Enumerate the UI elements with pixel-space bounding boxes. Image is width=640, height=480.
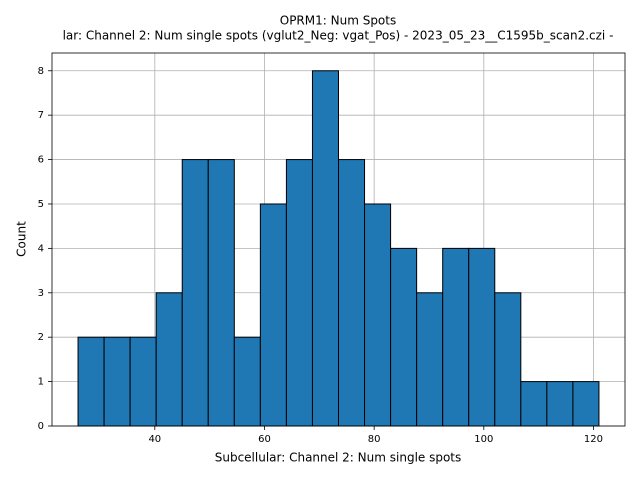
y-tick-label: 8 bbox=[38, 66, 44, 77]
ticks: 40 60 80 100 120 0 1 2 3 4 5 6 7 8 bbox=[38, 66, 603, 445]
bars bbox=[77, 70, 600, 427]
y-tick-label: 3 bbox=[38, 288, 44, 299]
y-tick-label: 1 bbox=[38, 377, 44, 388]
bar bbox=[468, 247, 496, 427]
y-tick-label: 2 bbox=[38, 332, 44, 343]
bar bbox=[311, 70, 340, 427]
bar bbox=[546, 381, 574, 427]
axes-frame bbox=[51, 52, 626, 427]
bar bbox=[77, 336, 105, 427]
y-tick-label: 5 bbox=[38, 199, 44, 210]
bar bbox=[233, 336, 261, 427]
bar bbox=[103, 336, 131, 427]
x-tick-label: 100 bbox=[474, 434, 493, 445]
y-tick-label: 7 bbox=[38, 110, 44, 121]
y-tick-label: 6 bbox=[38, 155, 44, 166]
bar bbox=[259, 203, 287, 427]
bar bbox=[364, 203, 392, 427]
x-tick-label: 60 bbox=[258, 434, 271, 445]
bar bbox=[207, 159, 235, 427]
x-tick-label: 80 bbox=[368, 434, 381, 445]
bar bbox=[338, 159, 366, 427]
bar bbox=[442, 247, 470, 427]
bar bbox=[390, 247, 418, 427]
x-axis-label: Subcellular: Channel 2: Num single spots bbox=[215, 451, 462, 465]
bar bbox=[416, 292, 444, 427]
y-tick-label: 0 bbox=[38, 421, 44, 432]
x-tick-label: 120 bbox=[584, 434, 603, 445]
bar bbox=[572, 381, 600, 427]
x-tick-label: 40 bbox=[148, 434, 161, 445]
y-tick-label: 4 bbox=[38, 243, 44, 254]
bar bbox=[520, 381, 548, 427]
chart-title: OPRM1: Num Spots bbox=[280, 14, 396, 28]
bar bbox=[181, 159, 209, 427]
bar bbox=[129, 336, 157, 427]
y-axis-label: Count bbox=[15, 221, 29, 257]
chart-subtitle: lar: Channel 2: Num single spots (vglut2… bbox=[63, 29, 614, 43]
bar bbox=[155, 292, 183, 427]
bar bbox=[285, 159, 313, 427]
bar bbox=[494, 292, 522, 427]
